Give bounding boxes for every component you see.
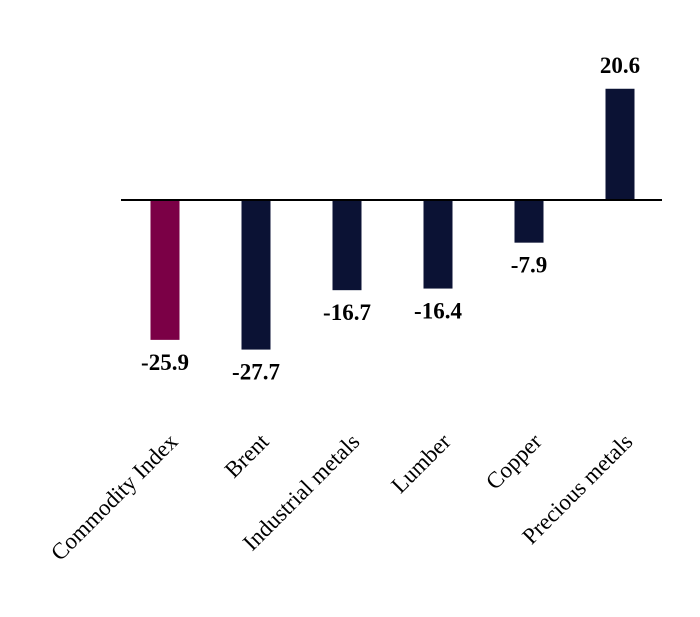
bar-industrial-metals [332, 200, 362, 291]
bars-group [150, 88, 635, 350]
bar-precious-metals [605, 88, 635, 200]
bar-lumber [423, 200, 453, 289]
bar-commodity-index [150, 200, 180, 340]
category-label: Brent [220, 428, 274, 482]
category-label: Copper [481, 429, 547, 495]
value-label: -27.7 [232, 360, 280, 385]
value-label: 20.6 [600, 53, 640, 78]
bar-copper [514, 200, 544, 243]
bar-brent [241, 200, 271, 350]
value-label: -7.9 [511, 253, 547, 278]
category-label: Lumber [386, 429, 455, 498]
value-label: -16.7 [323, 300, 371, 325]
category-label: Commodity Index [46, 429, 183, 566]
value-label: -25.9 [141, 350, 189, 375]
value-labels-group: -25.9 -27.7 -16.7 -16.4 -7.9 20.6 [141, 53, 640, 385]
value-label: -16.4 [414, 299, 462, 324]
